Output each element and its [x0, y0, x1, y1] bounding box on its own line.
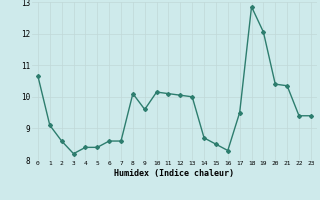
X-axis label: Humidex (Indice chaleur): Humidex (Indice chaleur) [115, 169, 234, 178]
